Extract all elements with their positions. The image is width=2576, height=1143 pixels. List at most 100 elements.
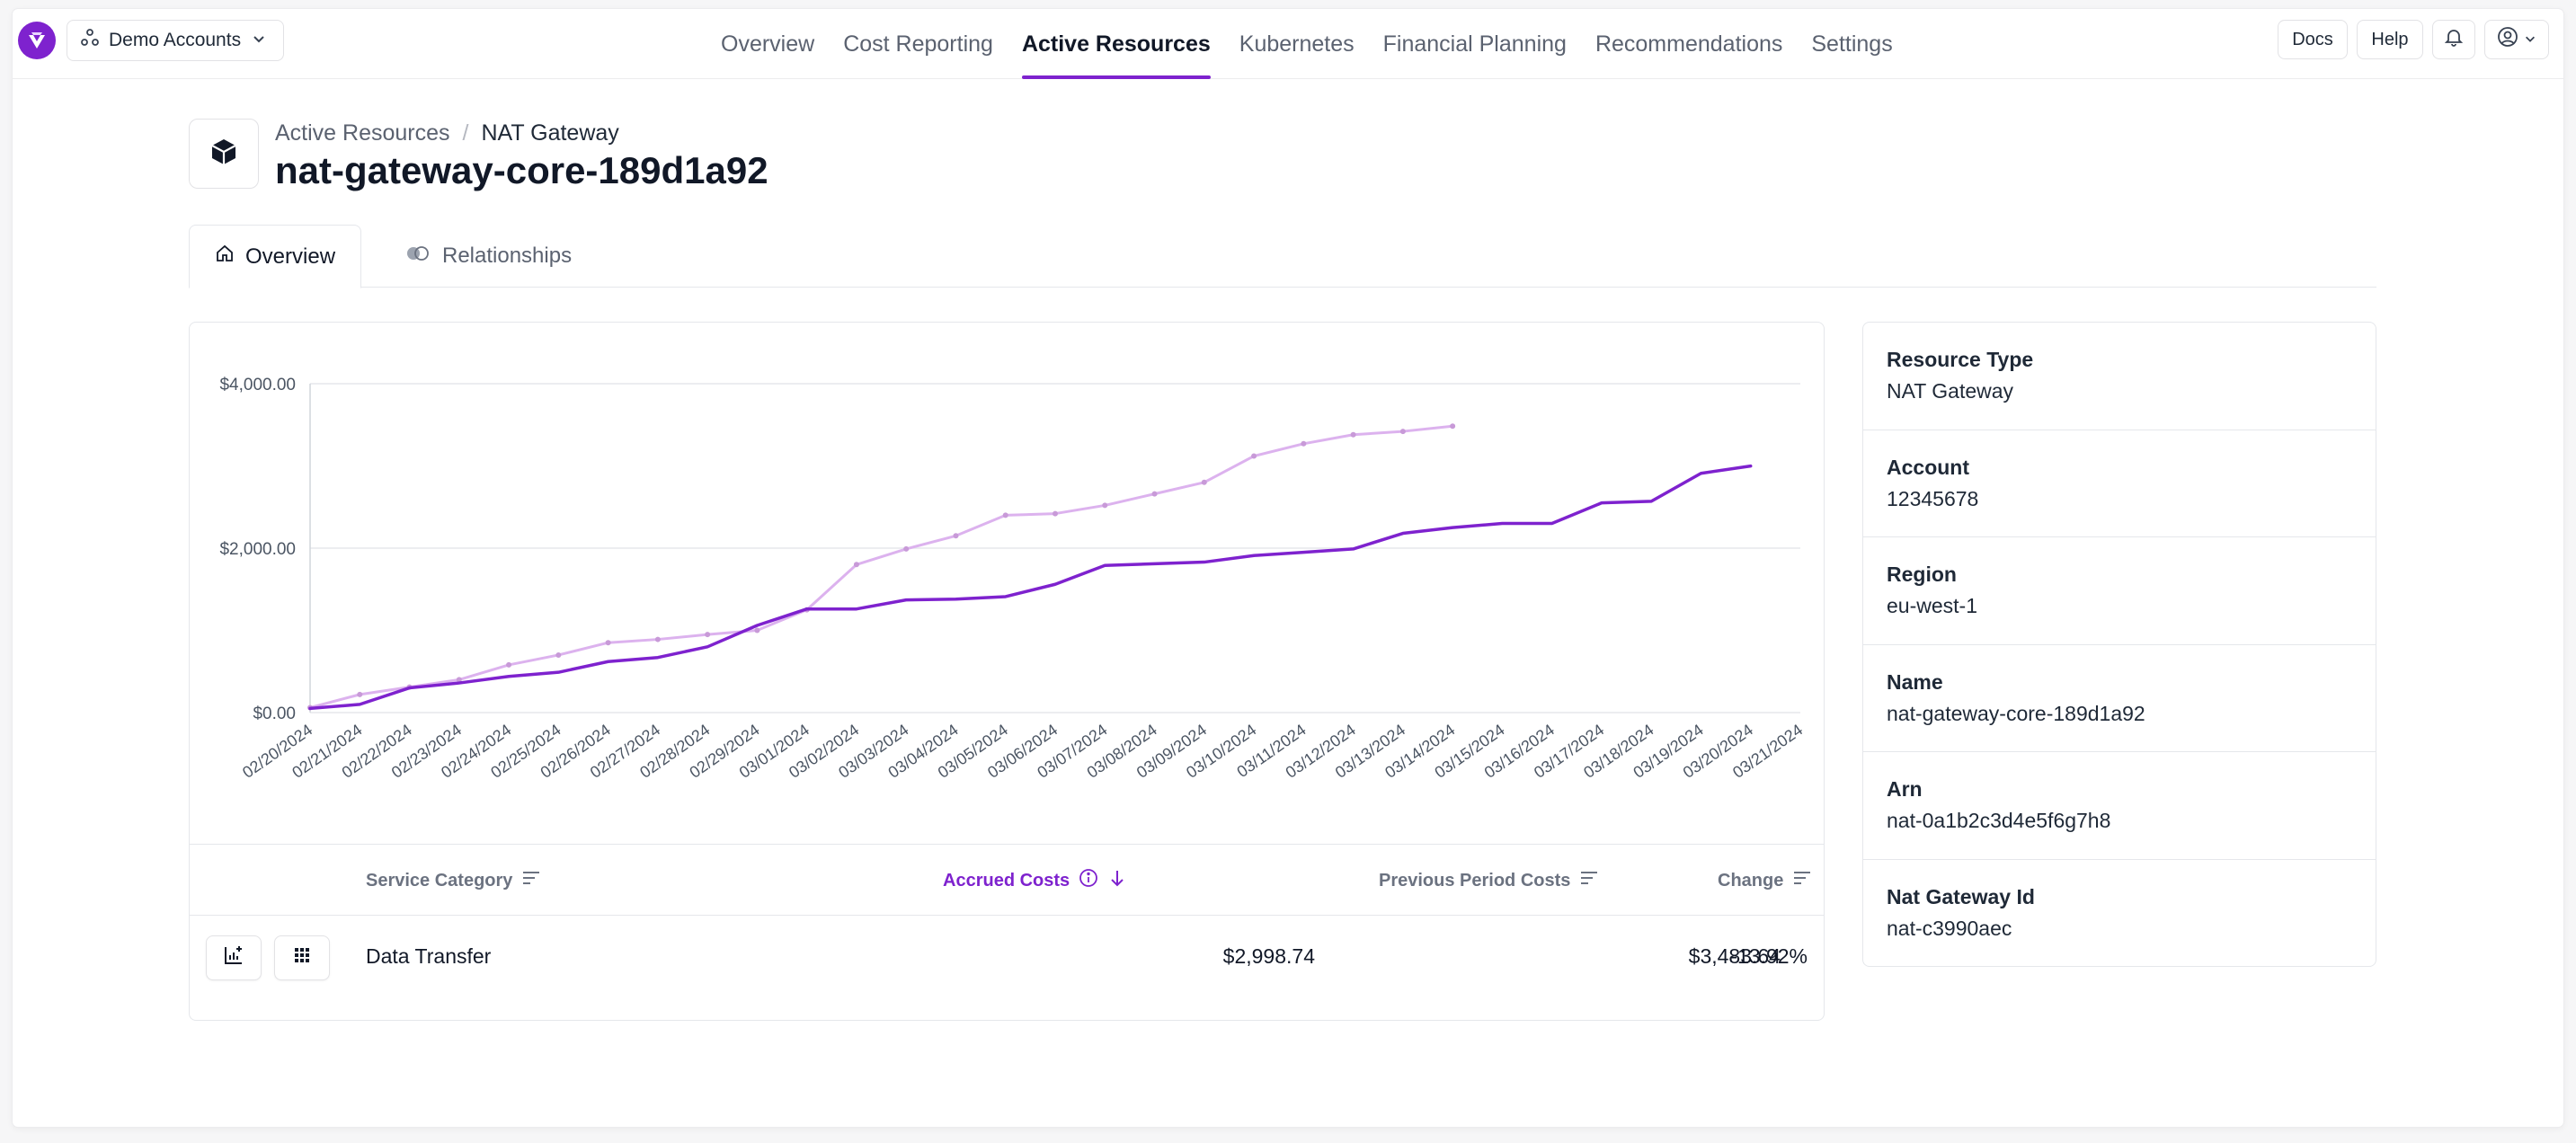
column-header-label: Service Category — [366, 870, 513, 890]
relationships-icon — [404, 244, 431, 270]
tab-overview[interactable]: Overview — [189, 225, 361, 288]
series-previous-point — [953, 533, 959, 539]
detail-value: NAT Gateway — [1887, 379, 2014, 403]
series-previous-point — [1251, 453, 1257, 459]
series-previous-point — [1201, 479, 1207, 485]
series-previous-point — [506, 661, 512, 668]
nav-settings[interactable]: Settings — [1811, 31, 1893, 57]
user-menu-button[interactable] — [2484, 20, 2549, 59]
app-logo[interactable] — [18, 22, 56, 59]
chart-add-icon — [222, 944, 245, 972]
user-circle-icon — [2497, 26, 2518, 53]
series-current-line — [308, 464, 1753, 711]
series-previous-point — [456, 677, 462, 683]
series-previous-point — [754, 627, 760, 634]
resource-tabs: Overview Relationships — [189, 225, 2376, 288]
nav-cost-reporting[interactable]: Cost Reporting — [843, 31, 993, 57]
series-previous-point — [1002, 512, 1008, 518]
series-previous-point — [1151, 491, 1158, 497]
notifications-button[interactable] — [2432, 20, 2475, 59]
detail-value: nat-gateway-core-189d1a92 — [1887, 701, 2145, 725]
nav-kubernetes[interactable]: Kubernetes — [1239, 31, 1355, 57]
column-header-service-category[interactable]: Service Category — [366, 845, 541, 917]
column-header-previous-period-costs[interactable]: Previous Period Costs — [1379, 845, 1599, 917]
breadcrumb-separator: / — [462, 120, 469, 146]
nav-financial-planning[interactable]: Financial Planning — [1382, 31, 1567, 57]
help-button[interactable]: Help — [2357, 20, 2423, 59]
cell-accrued-costs: $2,998.74 — [1222, 944, 1315, 968]
cell-service-category: Data Transfer — [366, 944, 492, 968]
column-header-label: Accrued Costs — [943, 870, 1070, 890]
cost-line-chart: $0.00$2,000.00$4,000.0002/20/202402/21/2… — [219, 376, 1806, 782]
docs-button[interactable]: Docs — [2278, 20, 2348, 59]
main-nav: Overview Cost Reporting Active Resources… — [721, 9, 1893, 79]
tab-relationships[interactable]: Relationships — [379, 225, 597, 288]
series-previous-point — [705, 632, 711, 638]
column-header-change[interactable]: Change — [1718, 845, 1812, 917]
detail-label: Name — [1887, 669, 1943, 694]
series-previous-point — [654, 636, 661, 642]
detail-name: Name nat-gateway-core-189d1a92 — [1863, 645, 2376, 753]
series-previous-point — [1053, 510, 1058, 517]
top-navigation-bar: Demo Accounts Overview Cost Reporting Ac… — [13, 9, 2563, 79]
y-tick-label: $0.00 — [253, 704, 296, 723]
series-previous-point — [1450, 423, 1456, 430]
cell-change: -13.92% — [1730, 944, 1808, 968]
sort-lines-icon — [1579, 870, 1599, 891]
detail-label: Nat Gateway Id — [1887, 884, 2035, 908]
series-previous-point — [853, 562, 859, 568]
chevron-down-icon — [2524, 30, 2536, 50]
detail-value: nat-c3990aec — [1887, 916, 2012, 940]
nav-active-resources[interactable]: Active Resources — [1021, 9, 1211, 79]
cell-previous-period-costs: $3,483.64 — [1688, 944, 1781, 968]
bell-icon — [2444, 27, 2464, 52]
home-icon — [215, 244, 235, 270]
table-row[interactable]: Data Transfer $2,998.74 $3,483.64 -13.92… — [190, 916, 1824, 997]
detail-resource-type: Resource Type NAT Gateway — [1863, 323, 2376, 430]
add-to-chart-button[interactable] — [206, 935, 262, 980]
account-switcher-button[interactable]: Demo Accounts — [67, 20, 284, 61]
app-window: Demo Accounts Overview Cost Reporting Ac… — [13, 9, 2563, 1127]
detail-label: Account — [1887, 455, 1969, 479]
column-header-accrued-costs[interactable]: Accrued Costs — [943, 845, 1127, 917]
row-details-button[interactable] — [274, 935, 330, 980]
sort-lines-icon — [521, 870, 541, 891]
cube-icon — [209, 137, 239, 172]
detail-value: eu-west-1 — [1887, 594, 1977, 618]
resource-type-icon-box — [189, 119, 259, 189]
series-previous-line — [308, 424, 1454, 710]
breadcrumb-current: NAT Gateway — [481, 120, 619, 146]
detail-label: Region — [1887, 563, 1957, 587]
info-icon[interactable] — [1079, 868, 1098, 893]
tab-overview-label: Overview — [245, 244, 336, 269]
detail-arn: Arn nat-0a1b2c3d4e5f6g7h8 — [1863, 752, 2376, 860]
detail-label: Resource Type — [1887, 348, 2034, 371]
sort-descending-icon — [1107, 868, 1127, 893]
chevron-down-icon — [252, 30, 266, 51]
nav-overview[interactable]: Overview — [721, 31, 815, 57]
detail-nat-gateway-id: Nat Gateway Id nat-c3990aec — [1863, 860, 2376, 966]
series-previous-point — [1399, 429, 1406, 435]
detail-label: Arn — [1887, 777, 1923, 802]
series-previous-point — [1350, 431, 1356, 438]
accounts-icon — [80, 28, 100, 53]
sort-lines-icon — [1792, 870, 1812, 891]
detail-account: Account 12345678 — [1863, 430, 2376, 538]
y-tick-label: $4,000.00 — [219, 376, 296, 394]
series-previous-point — [1102, 502, 1108, 509]
table-header: Service Category Accrued Costs Previous … — [190, 844, 1824, 916]
series-previous-point — [903, 545, 910, 552]
series-previous-point — [357, 691, 363, 697]
column-header-label: Change — [1718, 870, 1784, 890]
resource-details-card: Resource Type NAT Gateway Account 123456… — [1862, 322, 2376, 967]
detail-value: nat-0a1b2c3d4e5f6g7h8 — [1887, 809, 2111, 833]
detail-value: 12345678 — [1887, 486, 1979, 510]
breadcrumb: Active Resources / NAT Gateway — [275, 120, 619, 146]
account-switcher-label: Demo Accounts — [109, 30, 242, 50]
grid-icon — [292, 945, 312, 970]
breadcrumb-active-resources[interactable]: Active Resources — [275, 120, 450, 146]
series-previous-point — [1301, 440, 1307, 447]
series-previous-point — [605, 640, 611, 646]
series-previous-point — [555, 651, 562, 658]
nav-recommendations[interactable]: Recommendations — [1594, 31, 1783, 57]
